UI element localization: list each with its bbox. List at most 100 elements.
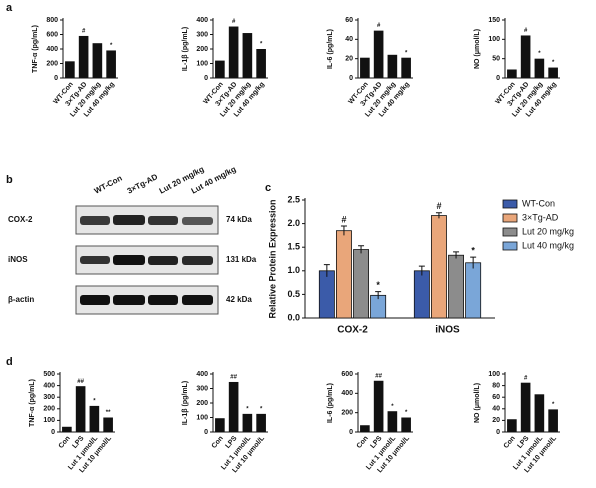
band (148, 295, 178, 305)
y-tick-label: 60 (345, 17, 353, 24)
bar (387, 54, 398, 78)
band (182, 217, 213, 225)
y-tick-label: 0 (51, 429, 55, 436)
annotation: * (376, 280, 380, 290)
annotation: * (391, 404, 394, 410)
x-tick-label: COX-2 (337, 325, 368, 336)
annotation: * (93, 398, 96, 404)
y-tick-label: 40 (345, 36, 353, 43)
y-tick-label: 40 (492, 406, 500, 413)
legend-label: Lut 40 mg/kg (522, 240, 574, 250)
band (113, 215, 145, 225)
y-axis-title: TNF-α (pg/mL) (29, 379, 36, 427)
x-tick-label: Con (356, 435, 370, 450)
bar (401, 417, 411, 432)
y-tick-label: 0 (496, 75, 500, 82)
blot-row-label: iNOS (8, 255, 28, 264)
bar (62, 426, 72, 432)
annotation: # (232, 19, 236, 25)
y-tick-label: 0 (349, 429, 353, 436)
y-tick-label: 800 (46, 17, 58, 24)
annotation: * (260, 406, 263, 412)
y-tick-label: 0.0 (287, 312, 300, 322)
error-bar (340, 225, 347, 236)
annotation: * (471, 245, 475, 255)
error-bar (435, 212, 442, 219)
blot-column: WT-Con (93, 173, 124, 195)
y-tick-label: 400 (196, 371, 208, 378)
blot-columns: WT-Con 3×Tg-AD Lut 20 mg/kg Lut 40 mg/kg (93, 164, 238, 195)
bar (92, 43, 103, 78)
band (182, 295, 213, 305)
y-axis-title: TNF-α (pg/mL) (32, 25, 39, 73)
x-tick-label: Con (211, 435, 225, 450)
y-tick-label: 600 (46, 31, 58, 38)
y-tick-label: 100 (43, 417, 55, 424)
bar (103, 417, 113, 432)
annotation: * (552, 60, 555, 66)
x-tick-label: iNOS (435, 325, 460, 336)
bar (256, 49, 266, 78)
y-tick-label: 400 (46, 46, 58, 53)
y-tick-label: 300 (196, 31, 208, 38)
annotation: ## (375, 373, 382, 379)
y-tick-label: 50 (492, 56, 500, 63)
annotation: ## (77, 379, 84, 385)
x-tick-label: Con (503, 435, 517, 450)
error-bar (358, 245, 365, 254)
panel-label: c (265, 182, 271, 194)
y-tick-label: 100 (488, 371, 500, 378)
y-tick-label: 100 (196, 60, 208, 67)
bar (373, 30, 384, 79)
band (148, 256, 178, 265)
y-tick-label: 100 (196, 414, 208, 421)
bar (335, 230, 352, 319)
bar (360, 425, 370, 432)
bar (106, 50, 116, 78)
y-axis-title: NO (μmol/L) (474, 383, 481, 423)
y-axis-title: IL-6 (pg/mL) (327, 383, 334, 423)
y-tick-label: 60 (492, 394, 500, 401)
panel-label: b (6, 174, 13, 186)
bar (448, 254, 464, 319)
legend-label: 3×Tg-AD (522, 212, 559, 222)
annotation: * (260, 42, 263, 48)
bar (228, 26, 239, 78)
annotation: * (110, 43, 113, 49)
bar (353, 249, 369, 319)
band (80, 295, 110, 305)
annotation: # (82, 29, 86, 35)
annotation: ** (106, 410, 111, 416)
bar (401, 57, 411, 78)
y-tick-label: 200 (196, 46, 208, 53)
y-axis-title: IL-1β (pg/mL) (182, 381, 189, 425)
bar (465, 262, 482, 319)
legend-swatch (502, 241, 518, 251)
bar (75, 386, 86, 432)
y-tick-label: 1.0 (287, 265, 300, 275)
y-tick-label: 150 (488, 17, 500, 24)
y-tick-label: 500 (43, 371, 55, 378)
y-tick-label: 80 (492, 382, 500, 389)
annotation: ## (230, 375, 237, 381)
y-tick-label: 1.5 (287, 242, 300, 252)
bar (534, 394, 545, 432)
blot-size: 42 kDa (226, 295, 252, 304)
y-axis-title: Relative Protein Expression (267, 199, 277, 318)
blot-size: 131 kDa (226, 255, 257, 264)
bar (387, 411, 398, 432)
legend-swatch (502, 199, 518, 209)
annotation: # (341, 214, 346, 224)
bar (256, 413, 266, 432)
y-tick-label: 0 (204, 429, 208, 436)
bar (242, 33, 253, 78)
band (80, 216, 110, 225)
y-axis-title: IL-1β (pg/mL) (182, 27, 189, 71)
error-bar (375, 291, 382, 300)
annotation: # (524, 375, 528, 381)
error-bar (323, 264, 330, 277)
blot-column: 3×Tg-AD (126, 172, 160, 196)
y-tick-label: 400 (196, 17, 208, 24)
y-tick-label: 20 (345, 56, 353, 63)
